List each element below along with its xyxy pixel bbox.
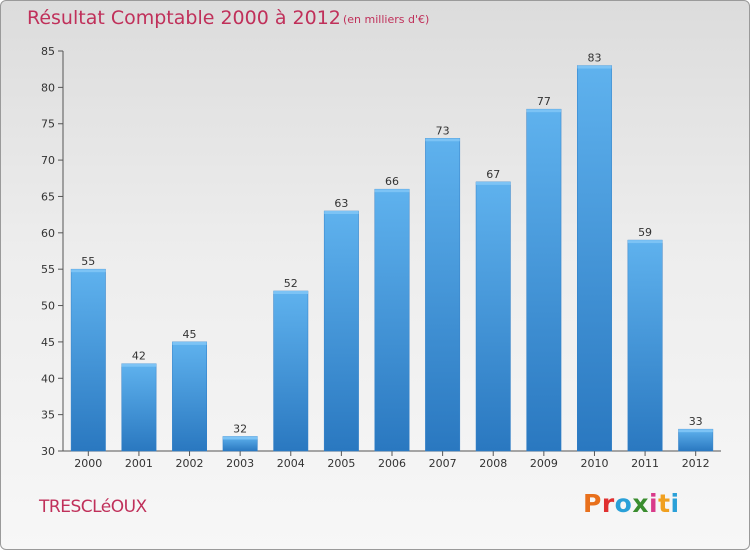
x-tick-label: 2000 <box>74 457 102 470</box>
logo-letter: P <box>583 489 602 518</box>
commune-name: TRESCLéOUX <box>39 497 147 517</box>
bar-highlight <box>273 291 308 294</box>
y-tick-label: 30 <box>41 445 55 458</box>
y-tick-label: 40 <box>41 372 55 385</box>
x-tick-label: 2001 <box>125 457 153 470</box>
bar-highlight <box>121 363 157 367</box>
x-tick-label: 2007 <box>429 457 457 470</box>
value-label-2003: 32 <box>233 422 247 435</box>
value-label-2000: 55 <box>81 255 95 268</box>
y-tick-label: 70 <box>41 154 55 167</box>
logo-letter: t <box>658 489 671 518</box>
bars <box>70 65 714 452</box>
bar-2009[interactable] <box>526 108 562 452</box>
chart-subtitle: (en milliers d'€) <box>343 13 430 26</box>
bar-2010[interactable] <box>577 65 612 452</box>
bar-highlight <box>678 429 713 433</box>
value-label-2012: 33 <box>689 415 703 428</box>
bar-highlight <box>71 269 106 273</box>
bar-highlight <box>172 341 207 345</box>
value-label-2001: 42 <box>132 350 146 363</box>
value-label-2008: 67 <box>486 168 500 181</box>
logo-letter: x <box>632 489 649 518</box>
logo-letter: r <box>601 489 615 518</box>
chart-title: Résultat Comptable 2000 à 2012 <box>27 7 341 29</box>
bar-2004[interactable] <box>273 290 309 452</box>
bar-highlight <box>577 65 612 69</box>
bar-2002[interactable] <box>172 341 207 452</box>
y-tick-label: 60 <box>41 227 55 240</box>
y-tick-label: 80 <box>41 81 55 94</box>
bar-2007[interactable] <box>425 138 461 452</box>
value-label-2009: 77 <box>537 95 551 108</box>
x-tick-label: 2011 <box>631 457 659 470</box>
bar-highlight <box>374 189 410 193</box>
bar-highlight <box>627 240 663 244</box>
x-tick-label: 2010 <box>580 457 608 470</box>
bar-2005[interactable] <box>323 210 359 452</box>
bar-2001[interactable] <box>121 363 157 452</box>
bar-highlight <box>425 138 460 142</box>
y-tick-label: 75 <box>41 118 55 131</box>
value-label-2010: 83 <box>587 52 601 65</box>
x-tick-label: 2004 <box>277 457 305 470</box>
bar-2008[interactable] <box>475 181 511 452</box>
bar-2000[interactable] <box>70 268 106 452</box>
x-tick-label: 2008 <box>479 457 507 470</box>
x-tick-label: 2005 <box>327 457 355 470</box>
value-label-2005: 63 <box>334 197 348 210</box>
y-tick-label: 50 <box>41 300 55 313</box>
value-label-2011: 59 <box>638 226 652 239</box>
x-tick-label: 2003 <box>226 457 254 470</box>
y-tick-label: 55 <box>41 263 55 276</box>
bar-highlight <box>222 436 258 440</box>
y-tick-label: 85 <box>41 45 55 58</box>
bar-highlight <box>324 211 359 214</box>
value-label-2004: 52 <box>284 277 298 290</box>
bar-highlight <box>476 181 511 185</box>
value-labels: 55 42 45 32 52 63 66 73 67 77 83 59 33 <box>81 52 702 436</box>
bar-highlight <box>526 109 562 113</box>
logo-letter: i <box>649 489 659 518</box>
y-tick-label: 35 <box>41 409 55 422</box>
logo-letter: o <box>614 489 633 518</box>
y-axis: 30 35 40 45 50 55 60 65 70 75 80 85 <box>41 45 64 458</box>
x-tick-label: 2002 <box>176 457 204 470</box>
value-label-2006: 66 <box>385 175 399 188</box>
value-label-2007: 73 <box>436 124 450 137</box>
proxiti-logo[interactable]: Proxiti <box>583 489 680 518</box>
x-tick-label: 2006 <box>378 457 406 470</box>
x-tick-label: 2009 <box>530 457 558 470</box>
y-tick-label: 65 <box>41 190 55 203</box>
x-tick-label: 2012 <box>682 457 710 470</box>
x-axis: 2000 2001 2002 2003 2004 2005 2006 2007 2008 2009… <box>63 450 721 470</box>
value-label-2002: 45 <box>183 328 197 341</box>
bar-2011[interactable] <box>627 239 663 452</box>
logo-letter: i <box>670 489 680 518</box>
bar-2012[interactable] <box>678 428 714 452</box>
bar-2006[interactable] <box>374 188 410 452</box>
y-tick-label: 45 <box>41 336 55 349</box>
